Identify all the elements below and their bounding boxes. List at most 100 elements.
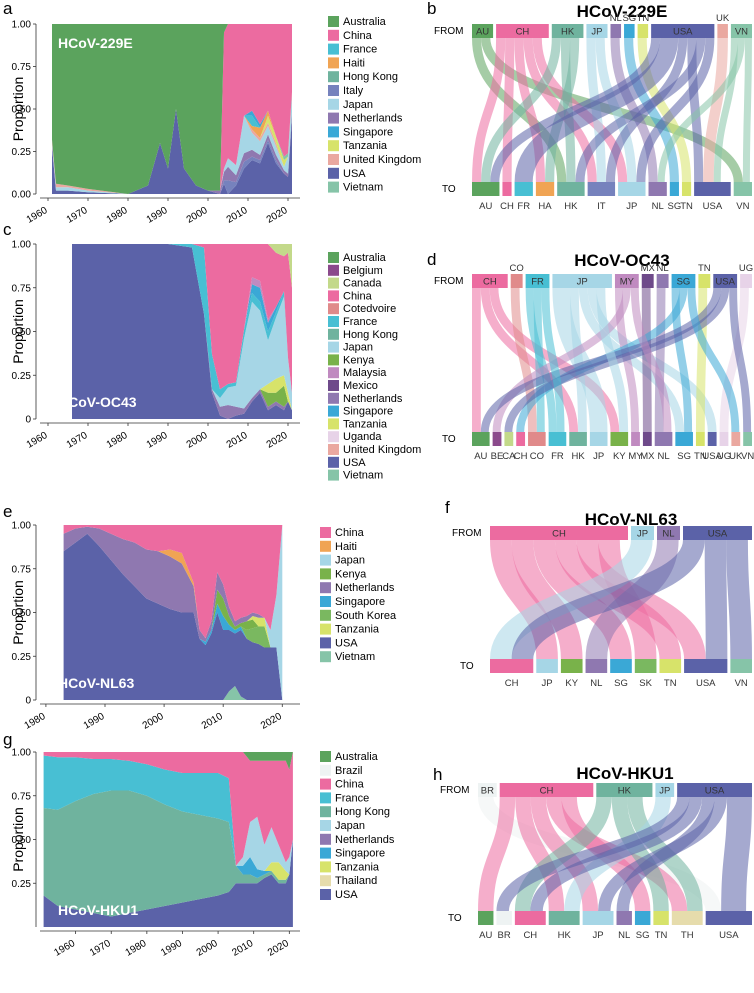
from-node-jp (631, 526, 654, 540)
inset-virus-label: HCoV-HKU1 (58, 902, 138, 918)
flow-FR-to-CO (533, 287, 545, 433)
legend-label: Thailand (335, 875, 377, 887)
legend-label: Kenya (343, 354, 375, 366)
from-node-usa (651, 24, 715, 38)
legend-swatch-hong-kong (320, 806, 331, 818)
y-tick-label: 0.50 (12, 608, 32, 619)
to-node-label: SK (639, 678, 652, 689)
from-node-ch (472, 274, 508, 288)
from-node-label: CH (552, 529, 566, 540)
legend-label: Uganda (343, 431, 382, 443)
from-node-ug (740, 274, 752, 288)
from-node-nl (657, 526, 680, 540)
flow-CH-to-HK (515, 796, 565, 912)
to-node-label: TN (694, 451, 707, 462)
from-node-hk (596, 783, 653, 797)
legend-label: China (335, 527, 365, 539)
legend-swatch-hong-kong (328, 71, 339, 83)
to-node-label: JP (593, 930, 604, 941)
from-node-label: MY (620, 277, 635, 288)
flow-USA-to-USA (721, 796, 753, 912)
from-node-label: VN (735, 27, 748, 38)
x-tick-label: 2020 (265, 430, 290, 451)
area-chart-g: g 0.25 0.50 0.75 1.00 1960 1970 1980 1990 2000 201… (3, 730, 395, 959)
panel-letter: b (427, 0, 436, 18)
to-node-label: USA (719, 930, 739, 941)
from-node-usa (677, 783, 752, 797)
to-node-co (528, 432, 546, 446)
y-tick-label: 1.00 (12, 240, 32, 251)
to-node-label: TH (681, 930, 694, 941)
legend-swatch-kenya (320, 568, 331, 580)
legend-swatch-australia (328, 16, 339, 27)
from-node-nl (656, 274, 669, 288)
legend-label: Japan (343, 342, 373, 354)
legend-swatch-united-kingdom (328, 444, 339, 455)
from-node-label: CH (483, 277, 497, 288)
flow-JP-to-KY (596, 287, 629, 433)
to-node-tn (681, 182, 692, 196)
legend-label: Haiti (335, 541, 357, 553)
panel-letter: c (3, 220, 12, 239)
legend-label: China (343, 30, 373, 42)
x-tick-label: 1960 (25, 205, 50, 226)
legend-label: United Kingdom (343, 154, 421, 166)
legend-swatch-haiti (328, 57, 339, 69)
from-node-label: CH (540, 786, 554, 797)
y-axis-label: Proportion (10, 580, 26, 645)
to-node-tn (653, 911, 669, 925)
flow-HK-to-TN (611, 796, 669, 912)
area-series-hong-kong (43, 790, 293, 917)
to-node-jp (589, 432, 608, 446)
legend-swatch-tanzania (320, 861, 331, 873)
to-node-label: VN (735, 678, 748, 689)
panel-letter: f (445, 498, 450, 517)
flow-USA-to-BR (496, 796, 690, 912)
flow-TN-to-TN (695, 287, 708, 433)
legend-label: Netherlands (335, 834, 395, 846)
panel-letter: d (427, 250, 436, 269)
legend-label: Singapore (335, 596, 385, 608)
area-series-japan (43, 790, 293, 875)
to-node-label: VN (741, 451, 754, 462)
legend-label: Vietnam (343, 470, 383, 482)
to-node-hk (548, 911, 580, 925)
to-node-label: KY (565, 678, 578, 689)
legend-swatch-singapore (328, 126, 339, 138)
to-node-label: JP (542, 678, 553, 689)
legend-swatch-usa (320, 889, 331, 900)
to-node-label: NL (618, 930, 630, 941)
legend-label: Malaysia (343, 367, 387, 379)
legend-swatch-united-kingdom (328, 154, 339, 165)
area-series-china (72, 244, 292, 393)
x-tick-label: 1960 (25, 430, 50, 451)
to-node-usa (707, 432, 717, 446)
from-node-co (510, 274, 523, 288)
y-axis-label: Proportion (10, 77, 26, 142)
from-node-label: NL (662, 529, 674, 540)
area-series-australia (52, 24, 292, 194)
flow-USA-to-CH (530, 796, 703, 912)
legend-label: United Kingdom (343, 444, 421, 456)
to-node-label: SG (614, 678, 628, 689)
to-node-au (478, 911, 494, 925)
to-node-label: VN (736, 201, 749, 212)
from-node-label: JP (659, 786, 670, 797)
to-node-usa (705, 911, 752, 925)
to-node-label: SG (636, 930, 650, 941)
from-node-label: TN (698, 263, 711, 274)
legend-swatch-thailand (320, 875, 331, 887)
from-node-label: BR (481, 786, 494, 797)
to-node-ky (560, 659, 583, 673)
from-node-label: CO (510, 263, 524, 274)
legend-swatch-haiti (320, 540, 331, 552)
to-node-label: CH (505, 678, 519, 689)
to-node-sg (634, 911, 651, 925)
legend-label: Brazil (335, 765, 363, 777)
flow-UG-to-UG (719, 287, 749, 433)
flow-SG-to-UK (687, 287, 740, 433)
to-node-label: SG (677, 451, 691, 462)
flow-USA-to-JP (636, 37, 715, 183)
y-tick-label: 0 (25, 415, 31, 426)
